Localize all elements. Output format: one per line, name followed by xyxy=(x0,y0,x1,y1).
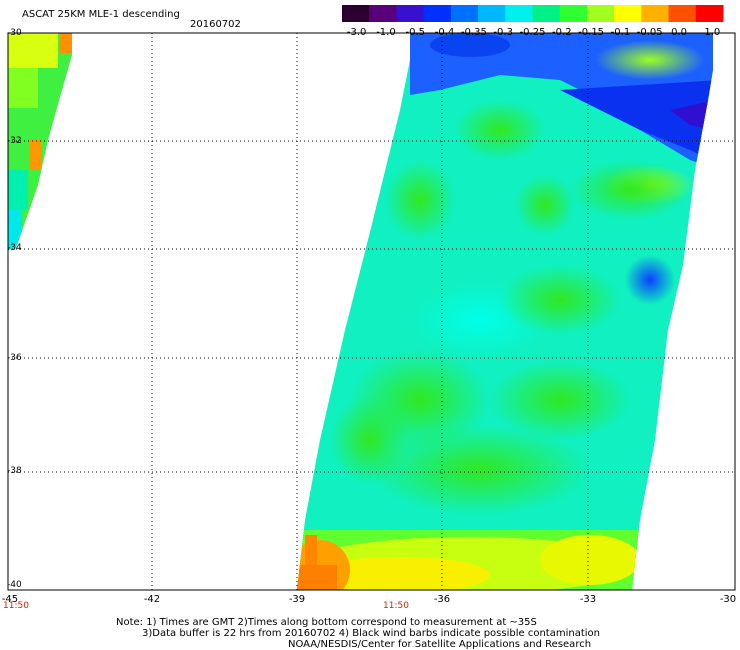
colorbar-swatch xyxy=(505,5,533,22)
product-date: 20160702 xyxy=(190,19,241,30)
swath-data xyxy=(297,33,713,590)
time-label-left: 11:50 xyxy=(3,601,29,611)
colorbar-swatch xyxy=(614,5,642,22)
colorbar xyxy=(342,5,724,22)
colorbar-swatch xyxy=(369,5,397,22)
product-title: ASCAT 25KM MLE-1 descending xyxy=(22,9,180,20)
lon-label-39: -39 xyxy=(288,594,306,605)
colorbar-label: 1.0 xyxy=(704,27,721,38)
colorbar-label: -3.0 xyxy=(346,27,367,38)
colorbar-swatch xyxy=(532,5,561,22)
colorbar-swatch xyxy=(559,5,588,22)
colorbar-swatch xyxy=(342,5,370,22)
colorbar-swatch xyxy=(641,5,670,22)
lon-label-30: -30 xyxy=(719,594,737,605)
colorbar-swatch xyxy=(695,5,724,22)
lon-label-36: -36 xyxy=(433,594,451,605)
lat-label-32: -32 xyxy=(7,136,22,146)
colorbar-label: -0.15 xyxy=(578,27,605,38)
colorbar-label: -0.2 xyxy=(552,27,572,38)
colorbar-label: 0.0 xyxy=(671,27,687,38)
lon-label-45: -45 xyxy=(1,594,19,605)
colorbar-swatch xyxy=(586,5,615,22)
lat-label-36: -36 xyxy=(7,353,22,363)
time-label-center: 11:50 xyxy=(383,601,409,611)
colorbar-swatch xyxy=(423,5,452,22)
lat-label-30: -30 xyxy=(7,28,22,38)
colorbar-label: -0.25 xyxy=(519,27,546,38)
colorbar-label: -0.4 xyxy=(434,27,455,38)
colorbar-swatch xyxy=(450,5,479,22)
note-line-2: 3)Data buffer is 22 hrs from 20160702 4)… xyxy=(142,628,600,639)
lon-label-33: -33 xyxy=(579,594,597,605)
colorbar-swatch xyxy=(478,5,506,22)
colorbar-label: -0.1 xyxy=(610,27,631,38)
graticule xyxy=(8,33,735,590)
lat-label-34: -34 xyxy=(7,243,22,253)
colorbar-label: -0.35 xyxy=(460,27,487,38)
lat-label-38: -38 xyxy=(7,466,22,476)
colorbar-label: -0.3 xyxy=(493,27,513,38)
map-frame xyxy=(7,32,736,591)
lon-label-42: -42 xyxy=(143,594,161,605)
colorbar-swatch xyxy=(668,5,697,22)
note-line-3: NOAA/NESDIS/Center for Satellite Applica… xyxy=(288,639,592,650)
colorbar-label: -1.0 xyxy=(376,27,396,38)
lat-label-40: -40 xyxy=(7,580,22,590)
colorbar-label: -0.05 xyxy=(636,27,663,38)
note-line-1: Note: 1) Times are GMT 2)Times along bot… xyxy=(116,617,537,628)
colorbar-swatch xyxy=(396,5,425,22)
colorbar-label: -0.5 xyxy=(405,27,426,38)
